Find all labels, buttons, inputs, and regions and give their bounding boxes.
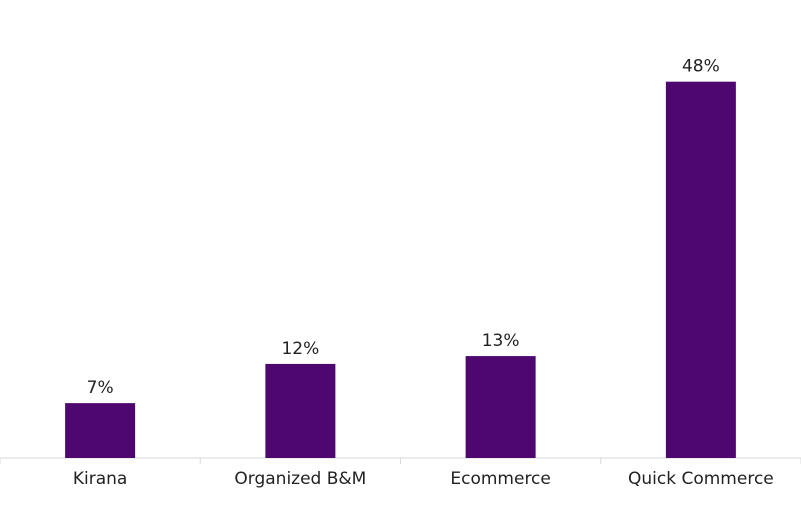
bar xyxy=(665,81,736,459)
value-labels-group: 7% 12% 13% 48% xyxy=(87,57,720,398)
bar xyxy=(465,356,536,458)
bar-value-label: 48% xyxy=(682,57,720,77)
bar-value-label: 7% xyxy=(87,378,114,398)
category-label: Organized B&M xyxy=(234,469,366,489)
bar-value-label: 13% xyxy=(482,331,520,351)
bars-group xyxy=(65,81,736,459)
category-label: Quick Commerce xyxy=(628,469,774,489)
x-axis-ticks xyxy=(0,458,801,464)
category-label: Kirana xyxy=(73,469,127,489)
bar-value-label: 12% xyxy=(281,339,319,359)
category-label: Ecommerce xyxy=(450,469,551,489)
category-labels-group: Kirana Organized B&M Ecommerce Quick Commer… xyxy=(73,469,774,489)
bar xyxy=(65,403,136,458)
bar xyxy=(265,363,336,458)
